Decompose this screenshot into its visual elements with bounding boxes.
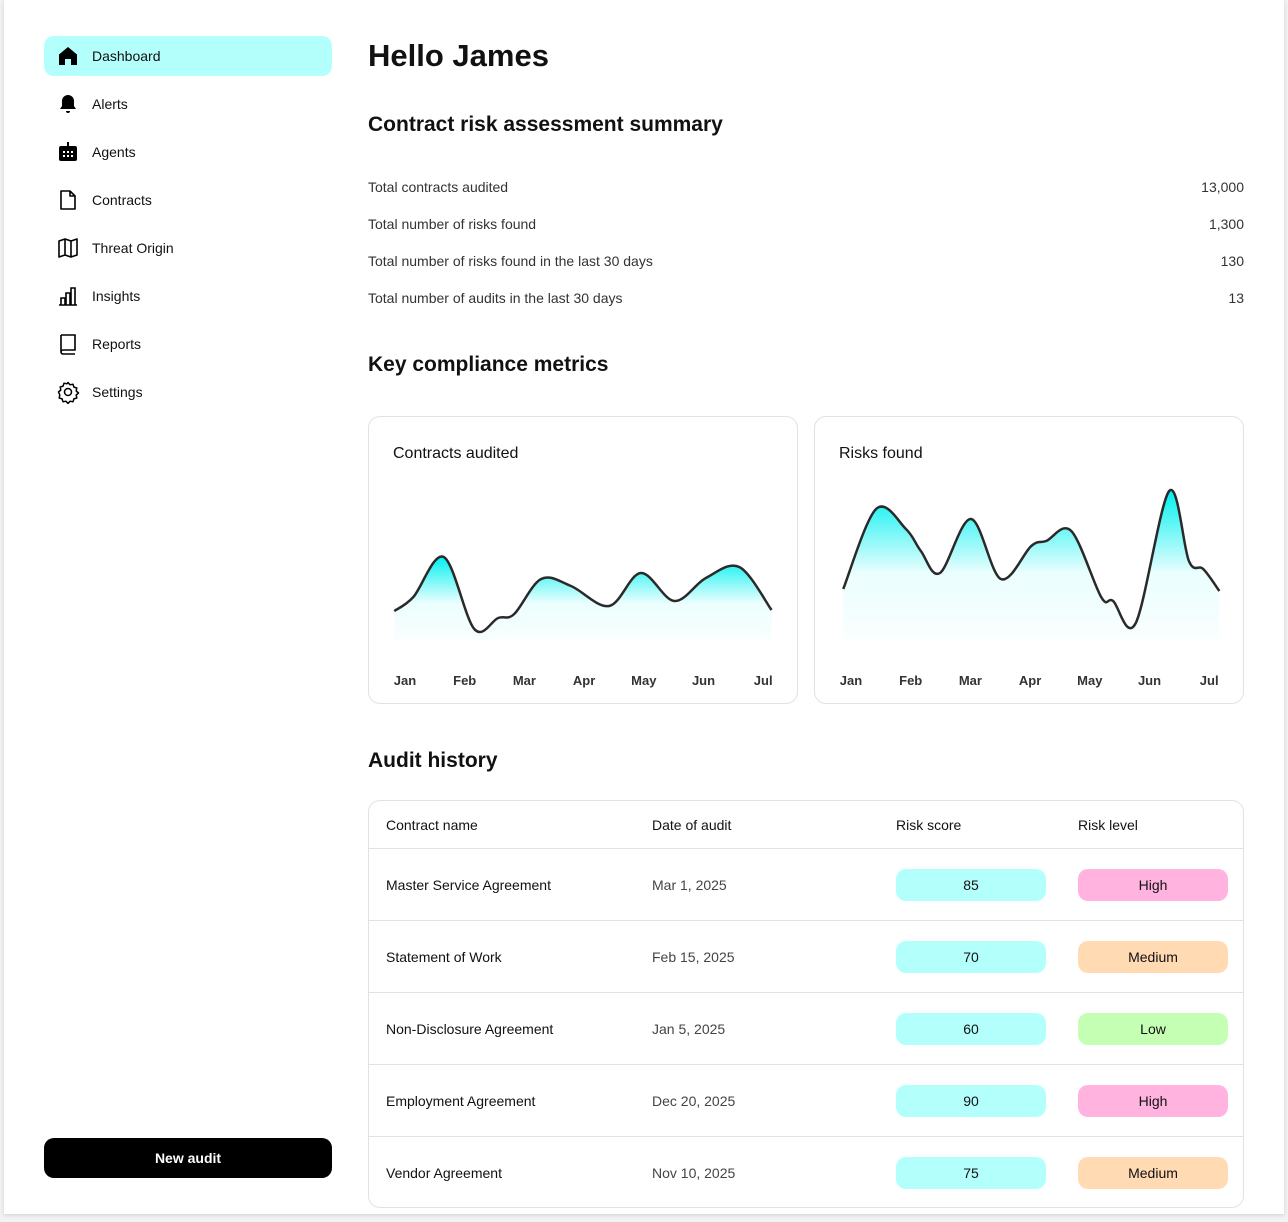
chart-card-contracts-audited: Contracts audited Jan Feb Mar Apr May Jun Jul (368, 416, 798, 704)
summary-label: Total number of risks found (368, 216, 537, 232)
contract-name: Master Service Agreement (386, 876, 551, 893)
x-tick-label: Jun (692, 673, 715, 688)
risk-level-badge: Medium (1078, 940, 1228, 973)
sidebar-item-label: Insights (92, 288, 141, 304)
sidebar-item-reports[interactable]: Reports (44, 324, 332, 364)
document-icon (60, 190, 76, 210)
summary-label: Total contracts audited (368, 179, 509, 195)
chart-title: Risks found (839, 445, 923, 462)
column-header: Contract name (386, 817, 478, 833)
risk-level-badge: High (1078, 868, 1228, 901)
summary-label: Total number of risks found in the last … (368, 253, 653, 269)
x-tick-label: Feb (453, 673, 476, 688)
sidebar-item-agents[interactable]: Agents (44, 132, 332, 172)
chart-area-fill (394, 556, 772, 641)
contract-name: Non-Disclosure Agreement (386, 1020, 554, 1037)
sidebar-item-label: Threat Origin (92, 240, 174, 256)
sidebar-item-contracts[interactable]: Contracts (44, 180, 332, 220)
audit-date: Dec 20, 2025 (652, 1092, 736, 1109)
x-tick-label: Mar (513, 673, 536, 688)
summary-value: 13,000 (1201, 179, 1244, 195)
x-tick-label: Mar (959, 673, 982, 688)
summary-row: Total contracts audited 13,000 (368, 179, 1244, 195)
table-row[interactable]: Employment Agreement Dec 20, 2025 90 Hig… (369, 1064, 1243, 1136)
table-row[interactable]: Statement of Work Feb 15, 2025 70 Medium (369, 920, 1243, 992)
x-tick-label: Jan (840, 673, 862, 688)
risk-level-badge: Low (1078, 1012, 1228, 1045)
sidebar-item-dashboard[interactable]: Dashboard (44, 36, 332, 76)
column-header: Date of audit (652, 817, 732, 833)
risk-score-badge: 90 (896, 1084, 1046, 1117)
table-header: Contract name Date of audit Risk score R… (369, 801, 1243, 849)
sidebar-item-label: Agents (92, 144, 136, 160)
chart-area-fill (843, 489, 1220, 641)
contract-name: Vendor Agreement (386, 1164, 502, 1181)
summary-value: 13 (1228, 290, 1244, 306)
chart-title: Contracts audited (393, 445, 519, 462)
book-icon (60, 334, 76, 355)
x-tick-label: Jun (1138, 673, 1161, 688)
home-icon (59, 47, 77, 65)
bell-icon (60, 95, 76, 113)
chart-series-line (393, 555, 773, 634)
new-audit-button[interactable]: New audit (44, 1138, 332, 1178)
audit-date: Nov 10, 2025 (652, 1164, 736, 1181)
map-icon (58, 238, 78, 258)
sidebar-item-settings[interactable]: Settings (44, 372, 332, 412)
table-row[interactable]: Non-Disclosure Agreement Jan 5, 2025 60 … (369, 992, 1243, 1064)
contract-name: Employment Agreement (386, 1092, 536, 1109)
table-row[interactable]: Master Service Agreement Mar 1, 2025 85 … (369, 848, 1243, 920)
summary-label: Total number of audits in the last 30 da… (368, 290, 623, 306)
column-header: Risk score (896, 817, 962, 833)
gear-icon (57, 381, 80, 404)
page-title: Hello James (368, 38, 549, 73)
robot-icon (59, 142, 77, 161)
risk-level-badge: Medium (1078, 1156, 1228, 1189)
sidebar-item-label: Settings (92, 384, 143, 400)
summary-value: 1,300 (1208, 216, 1244, 232)
x-tick-label: May (1077, 673, 1103, 688)
risk-score-badge: 60 (896, 1012, 1046, 1045)
audit-date: Mar 1, 2025 (652, 876, 727, 893)
sidebar-item-label: Dashboard (92, 48, 161, 64)
x-tick-label: Jul (1200, 673, 1219, 688)
x-tick-label: Apr (1019, 673, 1041, 688)
risk-level-badge: High (1078, 1084, 1228, 1117)
chart-contracts-audited: Jan Feb Mar Apr May Jun Jul (393, 555, 773, 688)
summary-value: 130 (1220, 253, 1244, 269)
x-tick-label: Jul (754, 673, 773, 688)
summary-row: Total number of risks found in the last … (368, 253, 1244, 269)
x-tick-label: Feb (899, 673, 922, 688)
summary-row: Total number of audits in the last 30 da… (368, 290, 1244, 306)
audit-date: Jan 5, 2025 (652, 1020, 726, 1037)
sidebar-item-label: Contracts (92, 192, 152, 208)
x-tick-label: May (631, 673, 657, 688)
metrics-heading: Key compliance metrics (368, 353, 609, 376)
risk-score-badge: 85 (896, 868, 1046, 901)
risk-score-badge: 70 (896, 940, 1046, 973)
table-row[interactable]: Vendor Agreement Nov 10, 2025 75 Medium (369, 1136, 1243, 1207)
sidebar-item-insights[interactable]: Insights (44, 276, 332, 316)
sidebar-item-alerts[interactable]: Alerts (44, 84, 332, 124)
sidebar-item-label: Reports (92, 336, 142, 352)
audit-heading: Audit history (368, 749, 498, 772)
chart-risks-found: Jan Feb Mar Apr May Jun Jul (840, 488, 1221, 688)
bar-chart-icon (59, 287, 77, 306)
audit-table: Contract name Date of audit Risk score R… (368, 800, 1244, 1208)
contract-name: Statement of Work (386, 948, 502, 965)
x-tick-label: Apr (573, 673, 595, 688)
summary-row: Total number of risks found 1,300 (368, 216, 1244, 232)
sidebar-item-label: Alerts (92, 96, 128, 112)
x-tick-label: Jan (394, 673, 416, 688)
column-header: Risk level (1078, 817, 1138, 833)
chart-series-line (842, 488, 1221, 630)
risk-score-badge: 75 (896, 1156, 1046, 1189)
chart-card-risks-found: Risks found Jan Feb Mar Apr May Jun Jul (814, 416, 1244, 704)
summary-heading: Contract risk assessment summary (368, 113, 723, 136)
sidebar-item-threat-origin[interactable]: Threat Origin (44, 228, 332, 268)
audit-date: Feb 15, 2025 (652, 948, 735, 965)
